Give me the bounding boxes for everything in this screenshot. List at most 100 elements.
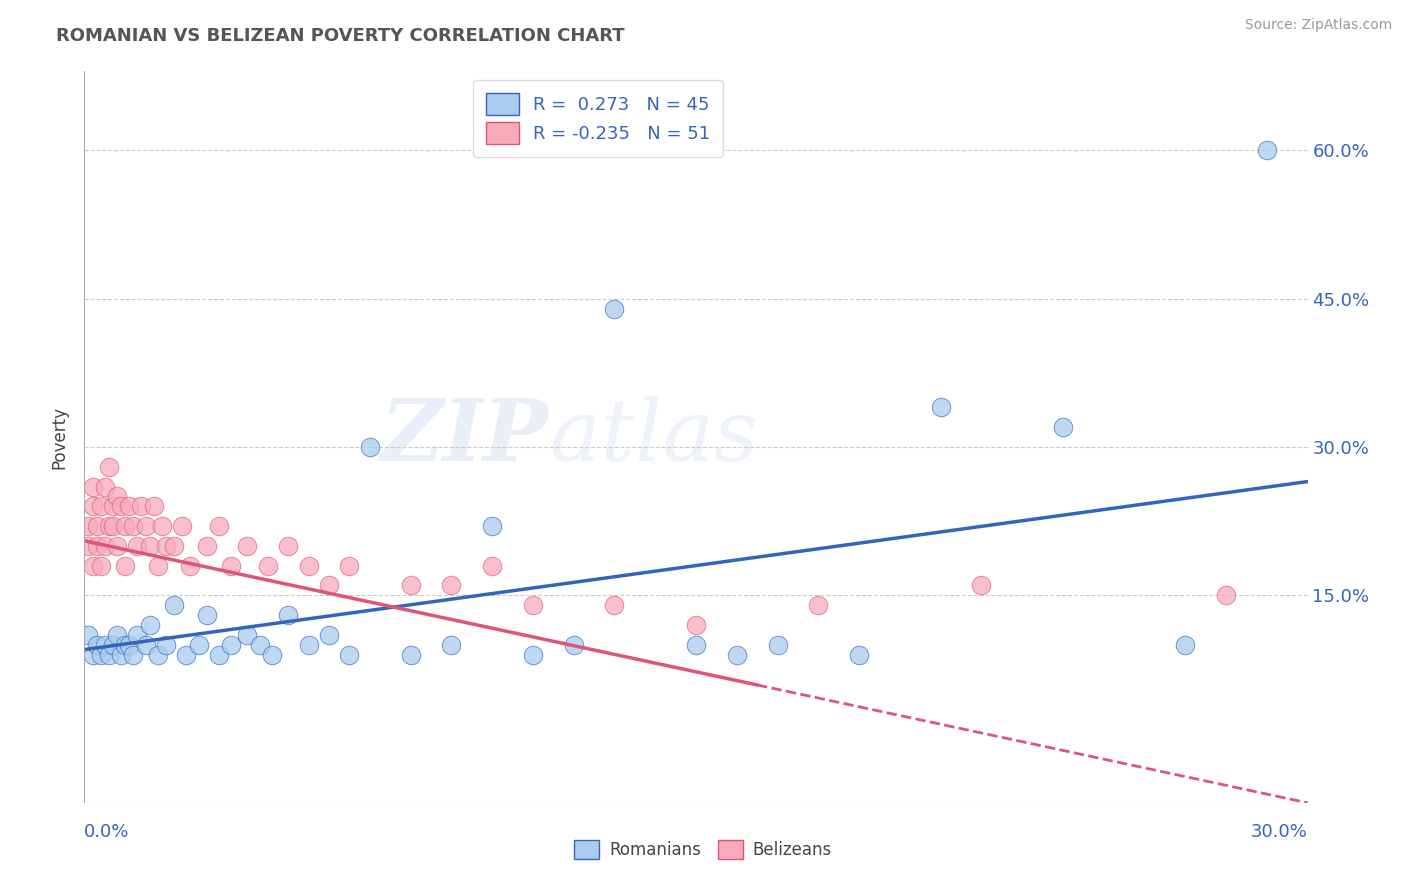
Point	[208, 648, 231, 662]
Point	[172, 519, 194, 533]
Point	[114, 638, 136, 652]
Point	[93, 539, 115, 553]
Point	[359, 440, 381, 454]
Point	[146, 558, 169, 573]
Point	[138, 539, 160, 553]
Point	[110, 648, 132, 662]
Point	[195, 607, 218, 622]
Point	[163, 598, 186, 612]
Point	[97, 459, 120, 474]
Point	[155, 638, 177, 652]
Point	[208, 519, 231, 533]
Point	[277, 607, 299, 622]
Point	[105, 489, 128, 503]
Text: ROMANIAN VS BELIZEAN POVERTY CORRELATION CHART: ROMANIAN VS BELIZEAN POVERTY CORRELATION…	[56, 27, 624, 45]
Point	[93, 638, 115, 652]
Point	[219, 558, 242, 573]
Point	[90, 558, 112, 573]
Point	[163, 539, 186, 553]
Point	[603, 598, 626, 612]
Point	[1174, 638, 1197, 652]
Point	[562, 638, 585, 652]
Point	[339, 558, 361, 573]
Point	[522, 648, 544, 662]
Point	[399, 578, 422, 592]
Text: atlas: atlas	[550, 396, 758, 478]
Point	[174, 648, 197, 662]
Point	[93, 479, 115, 493]
Text: Source: ZipAtlas.com: Source: ZipAtlas.com	[1244, 18, 1392, 32]
Point	[440, 578, 463, 592]
Point	[118, 638, 141, 652]
Point	[105, 539, 128, 553]
Y-axis label: Poverty: Poverty	[51, 406, 69, 468]
Point	[1215, 588, 1237, 602]
Point	[82, 558, 104, 573]
Point	[807, 598, 830, 612]
Point	[101, 519, 124, 533]
Point	[179, 558, 201, 573]
Point	[105, 628, 128, 642]
Point	[1256, 144, 1278, 158]
Point	[127, 628, 149, 642]
Point	[122, 519, 145, 533]
Point	[138, 618, 160, 632]
Point	[766, 638, 789, 652]
Point	[110, 500, 132, 514]
Point	[127, 539, 149, 553]
Point	[481, 519, 503, 533]
Point	[86, 519, 108, 533]
Point	[399, 648, 422, 662]
Point	[318, 578, 340, 592]
Point	[86, 539, 108, 553]
Point	[146, 648, 169, 662]
Point	[142, 500, 165, 514]
Point	[114, 519, 136, 533]
Point	[298, 638, 321, 652]
Point	[101, 500, 124, 514]
Point	[685, 618, 707, 632]
Point	[257, 558, 280, 573]
Text: 0.0%: 0.0%	[84, 822, 129, 840]
Point	[970, 578, 993, 592]
Text: 30.0%: 30.0%	[1251, 822, 1308, 840]
Point	[90, 500, 112, 514]
Point	[236, 628, 259, 642]
Point	[339, 648, 361, 662]
Point	[77, 539, 100, 553]
Point	[86, 638, 108, 652]
Point	[114, 558, 136, 573]
Point	[260, 648, 283, 662]
Point	[195, 539, 218, 553]
Point	[101, 638, 124, 652]
Point	[97, 648, 120, 662]
Point	[187, 638, 209, 652]
Point	[929, 401, 952, 415]
Point	[90, 648, 112, 662]
Point	[481, 558, 503, 573]
Point	[135, 519, 157, 533]
Point	[131, 500, 153, 514]
Point	[82, 648, 104, 662]
Point	[603, 301, 626, 316]
Point	[122, 648, 145, 662]
Point	[135, 638, 157, 652]
Point	[219, 638, 242, 652]
Point	[77, 519, 100, 533]
Legend: R =  0.273   N = 45, R = -0.235   N = 51: R = 0.273 N = 45, R = -0.235 N = 51	[474, 80, 723, 157]
Point	[118, 500, 141, 514]
Point	[97, 519, 120, 533]
Legend: Romanians, Belizeans: Romanians, Belizeans	[568, 834, 838, 866]
Text: ZIP: ZIP	[381, 395, 550, 479]
Point	[725, 648, 748, 662]
Point	[236, 539, 259, 553]
Point	[318, 628, 340, 642]
Point	[249, 638, 271, 652]
Point	[77, 628, 100, 642]
Point	[848, 648, 870, 662]
Point	[277, 539, 299, 553]
Point	[1052, 420, 1074, 434]
Point	[82, 479, 104, 493]
Point	[150, 519, 173, 533]
Point	[522, 598, 544, 612]
